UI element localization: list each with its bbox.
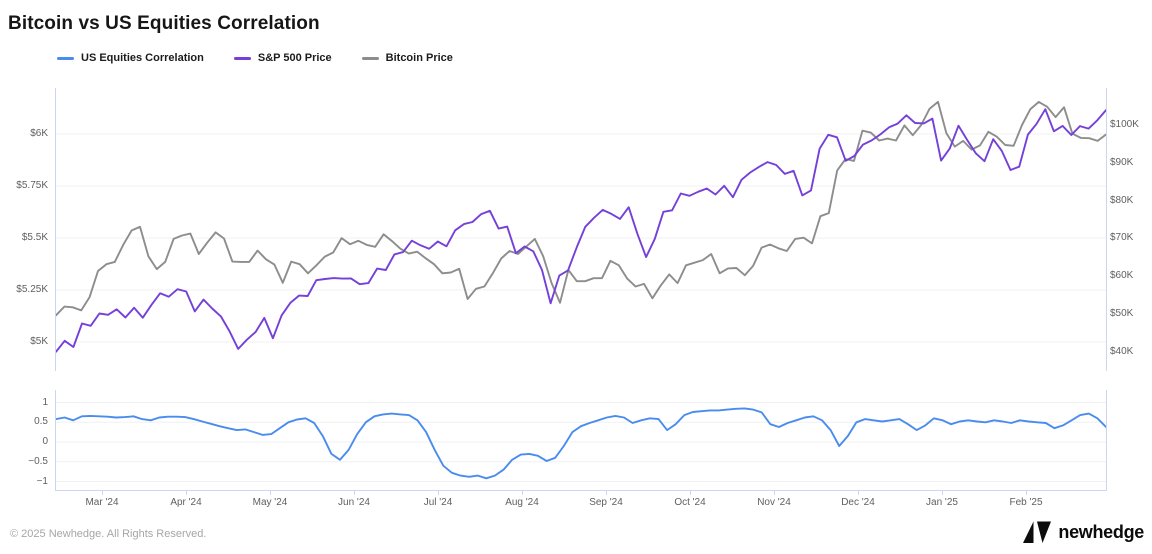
x-axis-tick	[186, 490, 187, 495]
page-title: Bitcoin vs US Equities Correlation	[8, 13, 320, 34]
x-axis-month-label: Mar '24	[85, 497, 119, 508]
chart-legend: US Equities Correlation S&P 500 Price Bi…	[57, 52, 453, 64]
x-axis-tick	[270, 490, 271, 495]
copyright-text: © 2025 Newhedge. All Rights Reserved.	[10, 528, 207, 540]
newhedge-logo[interactable]: newhedge	[1022, 518, 1144, 546]
axis-tick-label: $70K	[1110, 232, 1134, 244]
x-axis-month-label: Jan '25	[926, 497, 958, 508]
legend-swatch-purple-icon	[233, 56, 251, 60]
correlation-chart-plot-area[interactable]	[55, 390, 1107, 491]
correlation-y-axis-labels: 1 0.5 0 −0.5 −1	[0, 390, 48, 490]
axis-tick-label: 1	[42, 396, 48, 408]
x-axis-month-label: Dec '24	[841, 497, 875, 508]
x-axis-tick	[606, 490, 607, 495]
axis-tick-label: $5.75K	[16, 180, 48, 191]
legend-label: US Equities Correlation	[81, 52, 204, 64]
x-axis-month-label: Nov '24	[757, 497, 791, 508]
axis-tick-label: $60K	[1110, 270, 1134, 282]
x-axis-tick	[438, 490, 439, 495]
axis-tick-label: −1	[36, 475, 48, 487]
price-chart-plot-area[interactable]	[55, 88, 1107, 371]
bitcoin-price-line[interactable]	[56, 100, 1106, 317]
legend-item-bitcoin-price[interactable]: Bitcoin Price	[361, 52, 453, 64]
bitcoin-y-axis-labels: $100K $90K $80K $70K $60K $50K $40K	[1110, 88, 1152, 371]
legend-item-sp500-price[interactable]: S&P 500 Price	[233, 52, 332, 64]
legend-label: Bitcoin Price	[385, 52, 453, 64]
x-axis-month-label: Aug '24	[505, 497, 539, 508]
axis-tick-label: $90K	[1110, 156, 1134, 168]
x-axis-tick	[1026, 490, 1027, 495]
x-axis-month-labels: Mar '24 Apr '24 May '24 Jun '24 Jul '24 Aug '…	[55, 490, 1107, 516]
x-axis-month-label: Sep '24	[589, 497, 623, 508]
axis-tick-label: $5.5K	[21, 232, 48, 243]
x-axis-month-label: May '24	[252, 497, 288, 508]
axis-tick-label: $5K	[30, 336, 48, 347]
s-p-500-price-line[interactable]	[56, 108, 1106, 353]
x-axis-month-label: Oct '24	[674, 497, 706, 508]
sp500-y-axis-labels: $6K $5.75K $5.5K $5.25K $5K	[0, 88, 48, 371]
us-equities-correlation-line[interactable]	[56, 407, 1106, 480]
newhedge-logo-text: newhedge	[1058, 521, 1144, 542]
axis-tick-label: $40K	[1110, 345, 1134, 357]
axis-tick-label: $50K	[1110, 308, 1134, 320]
x-axis-month-label: Apr '24	[170, 497, 202, 508]
axis-tick-label: $100K	[1110, 119, 1139, 130]
x-axis-month-label: Feb '25	[1009, 497, 1043, 508]
axis-tick-label: 0.5	[34, 416, 48, 428]
axis-tick-label: 0	[42, 436, 48, 447]
x-axis-tick	[690, 490, 691, 495]
x-axis-tick	[102, 490, 103, 495]
axis-tick-label: $5.25K	[16, 284, 48, 295]
correlation-chart-svg[interactable]	[56, 390, 1106, 490]
legend-item-us-equities-correlation[interactable]: US Equities Correlation	[57, 52, 204, 64]
legend-label: S&P 500 Price	[257, 52, 332, 64]
price-chart-svg[interactable]	[56, 88, 1106, 371]
legend-swatch-gray-icon	[361, 56, 379, 60]
x-axis-month-label: Jun '24	[338, 497, 370, 508]
x-axis-month-label: Jul '24	[423, 497, 453, 508]
x-axis-tick	[522, 490, 523, 495]
legend-swatch-blue-icon	[57, 56, 74, 60]
newhedge-logo-mark-icon	[1023, 521, 1052, 543]
axis-tick-label: $6K	[30, 128, 48, 139]
x-axis-tick	[942, 490, 943, 495]
axis-tick-label: $80K	[1110, 194, 1134, 206]
x-axis-tick	[354, 490, 355, 495]
axis-tick-label: −0.5	[28, 455, 48, 467]
x-axis-tick	[858, 490, 859, 495]
x-axis-tick	[774, 490, 775, 495]
